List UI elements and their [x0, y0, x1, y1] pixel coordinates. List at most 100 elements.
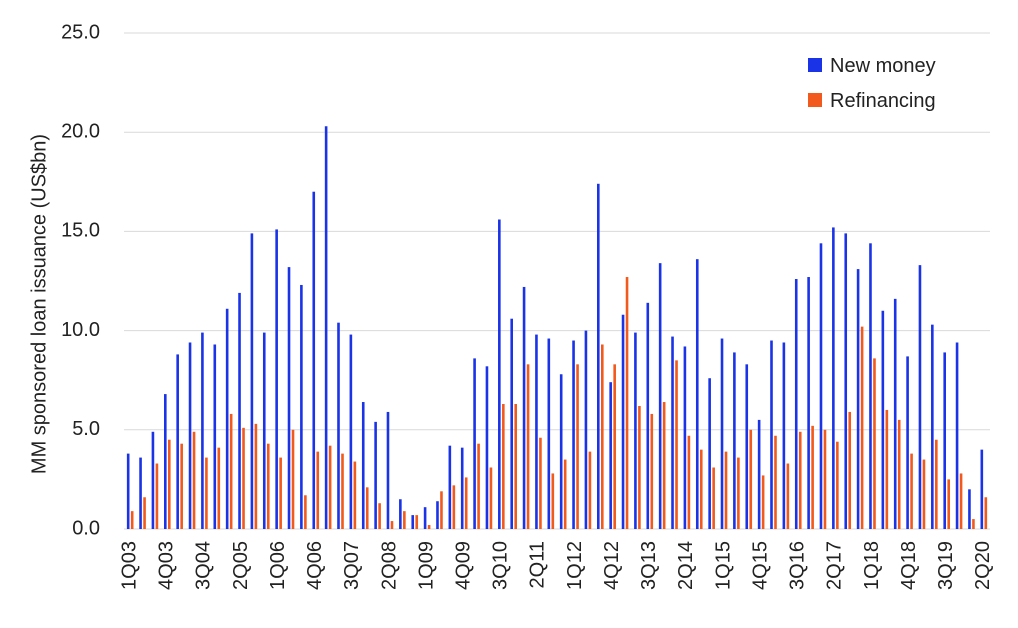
bar-new-money-2Q14	[683, 346, 687, 529]
y-tick-label: 5.0	[72, 418, 100, 440]
bar-refinancing-4Q05	[266, 443, 270, 529]
bar-refinancing-4Q10	[514, 404, 517, 529]
bar-new-money-2Q07	[337, 322, 340, 529]
x-tick-label: 1Q18	[861, 541, 883, 590]
bar-refinancing-3Q06	[304, 495, 307, 529]
bar-refinancing-4Q19	[959, 473, 963, 529]
y-tick-label: 20.0	[61, 120, 100, 142]
x-tick-label: 1Q06	[267, 541, 289, 590]
bar-refinancing-3Q14	[699, 449, 703, 529]
bar-refinancing-4Q14	[712, 467, 715, 529]
bar-refinancing-4Q06	[316, 451, 320, 529]
bar-new-money-1Q18	[869, 243, 872, 529]
bar-refinancing-2Q20	[984, 497, 988, 529]
bar-refinancing-3Q05	[254, 423, 258, 529]
bar-refinancing-3Q04	[205, 457, 208, 529]
x-tick-label: 3Q19	[935, 541, 957, 590]
bar-refinancing-4Q15	[761, 475, 765, 529]
x-tick-label: 1Q12	[564, 541, 586, 590]
y-tick-label: 25.0	[61, 21, 100, 43]
bar-refinancing-2Q19	[935, 439, 938, 529]
bar-refinancing-2Q14	[687, 435, 691, 529]
y-tick-label: 15.0	[61, 220, 100, 242]
bar-refinancing-1Q12	[576, 364, 579, 529]
bar-new-money-1Q15	[720, 338, 724, 529]
bar-new-money-3Q19	[943, 352, 946, 529]
bar-refinancing-4Q17	[860, 326, 864, 529]
bar-new-money-1Q12	[572, 340, 575, 529]
bar-refinancing-4Q11	[563, 459, 567, 529]
y-axis-title: MM sponsored loan issuance (US$bn)	[28, 134, 50, 474]
legend-label-refinancing: Refinancing	[830, 90, 936, 112]
bar-new-money-2Q10	[485, 366, 489, 529]
bar-refinancing-1Q10	[477, 443, 480, 529]
bar-new-money-2Q05	[238, 292, 241, 529]
bar-refinancing-4Q13	[662, 402, 666, 529]
bar-refinancing-4Q12	[613, 364, 616, 529]
bar-refinancing-2Q07	[341, 453, 344, 529]
bar-new-money-4Q13	[658, 263, 662, 529]
bar-new-money-2Q19	[931, 324, 934, 529]
bar-new-money-4Q11	[559, 374, 563, 529]
bar-refinancing-1Q05	[229, 413, 233, 529]
bar-new-money-4Q15	[757, 419, 761, 529]
bar-refinancing-1Q14	[675, 360, 678, 529]
bar-refinancing-3Q11	[551, 473, 555, 529]
bar-new-money-4Q03	[164, 394, 167, 529]
bar-refinancing-2Q06	[291, 429, 295, 529]
y-tick-label: 10.0	[61, 319, 100, 341]
bar-new-money-1Q08	[374, 421, 377, 529]
bar-new-money-2Q09	[436, 501, 439, 529]
bar-refinancing-2Q17	[836, 441, 839, 529]
bar-new-money-3Q03	[151, 431, 155, 529]
x-tick-label: 1Q03	[118, 541, 140, 590]
bar-new-money-3Q08	[399, 499, 402, 529]
bar-new-money-4Q07	[361, 402, 365, 529]
bar-new-money-4Q04	[213, 344, 217, 529]
bar-new-money-2Q04	[188, 342, 192, 529]
bar-refinancing-1Q17	[823, 429, 827, 529]
bar-new-money-2Q18	[881, 310, 885, 529]
bar-refinancing-3Q08	[403, 511, 406, 529]
x-tick-label: 4Q18	[898, 541, 920, 590]
bar-new-money-3Q18	[893, 298, 897, 529]
bar-refinancing-3Q13	[650, 413, 654, 529]
bar-new-money-3Q06	[300, 284, 303, 529]
bar-refinancing-2Q05	[242, 427, 245, 529]
bar-new-money-2Q20	[980, 449, 984, 529]
bar-refinancing-2Q08	[390, 521, 394, 529]
bar-new-money-1Q03	[126, 453, 130, 529]
bar-refinancing-4Q09	[464, 477, 468, 529]
bar-refinancing-3Q19	[947, 479, 950, 529]
bar-refinancing-1Q04	[180, 443, 183, 529]
x-tick-label: 4Q15	[749, 541, 771, 590]
legend: New money Refinancing	[808, 55, 936, 112]
bar-new-money-1Q20	[968, 489, 971, 529]
bar-new-money-3Q17	[844, 233, 848, 529]
bar-new-money-1Q10	[473, 358, 476, 529]
bar-refinancing-4Q18	[910, 453, 913, 529]
x-axis-ticks: 1Q03 4Q03 3Q04 2Q05 1Q06 4Q06 3Q07 2Q08 1Q09 4Q09…	[118, 541, 994, 590]
bar-new-money-3Q09	[448, 445, 452, 529]
bar-refinancing-3Q03	[155, 463, 159, 529]
bar-new-money-1Q19	[918, 265, 922, 529]
bar-new-money-2Q11	[535, 334, 538, 529]
bar-new-money-4Q09	[460, 447, 464, 529]
bar-new-money-1Q11	[522, 286, 526, 529]
bar-new-money-3Q04	[201, 332, 204, 529]
bar-refinancing-3Q18	[897, 419, 901, 529]
bar-refinancing-2Q15	[737, 457, 740, 529]
x-tick-label: 2Q14	[675, 541, 697, 590]
bar-refinancing-1Q08	[378, 503, 381, 529]
bar-refinancing-3Q16	[798, 431, 802, 529]
bar-new-money-2Q08	[386, 411, 390, 529]
bar-new-money-3Q12	[597, 183, 600, 529]
x-tick-label: 2Q20	[972, 541, 994, 590]
x-tick-label: 4Q03	[156, 541, 178, 590]
bar-new-money-2Q17	[832, 227, 835, 529]
x-tick-label: 1Q09	[415, 541, 437, 590]
bar-refinancing-2Q04	[192, 431, 196, 529]
bar-new-money-4Q18	[906, 356, 909, 529]
legend-label-new-money: New money	[830, 55, 936, 77]
bar-new-money-3Q05	[250, 233, 254, 529]
